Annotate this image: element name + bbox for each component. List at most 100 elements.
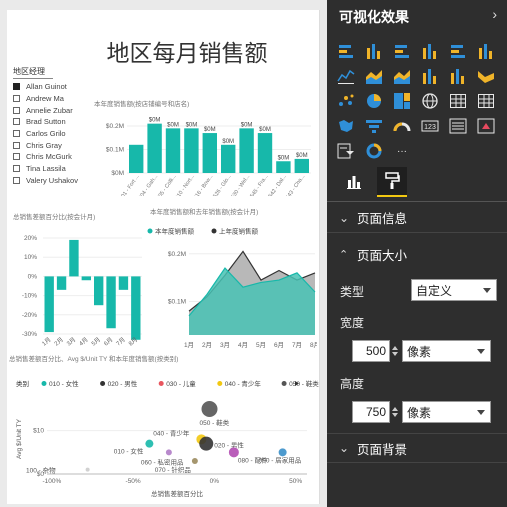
- collapse-pane-chevron-icon[interactable]: ›: [492, 6, 497, 22]
- legend-next-arrow-icon: [295, 381, 299, 386]
- bar: [202, 133, 217, 173]
- legend-marker: [158, 381, 164, 386]
- treemap-icon[interactable]: [391, 90, 413, 112]
- map-icon[interactable]: [419, 90, 441, 112]
- x-tick-label: 510 - Nort...: [174, 173, 196, 196]
- report-page[interactable]: 地区每月销售额 地区经理 Allan Guinot Andrew Ma Anneli…: [7, 10, 320, 504]
- pie-chart-icon[interactable]: [363, 90, 385, 112]
- width-spinner[interactable]: [390, 340, 400, 362]
- page-size-section[interactable]: ⌃ 页面大小: [327, 239, 507, 269]
- data-label: $0M: [296, 153, 308, 159]
- slicer-item[interactable]: Andrew Ma: [13, 93, 93, 105]
- scatter-point: [85, 467, 90, 472]
- clustered-bar-icon[interactable]: [391, 40, 413, 62]
- multirow-card-icon[interactable]: [447, 115, 469, 137]
- area-chart-icon[interactable]: [363, 65, 385, 87]
- stacked-area-icon[interactable]: [391, 65, 413, 87]
- table-icon[interactable]: [447, 90, 469, 112]
- format-paintroller-tab-icon[interactable]: [377, 167, 407, 197]
- chart4-title: 总销售差额百分比、Avg $/Unit TY 和本年度销售额(按类别): [9, 356, 179, 363]
- card-icon[interactable]: 123: [419, 115, 441, 137]
- page-info-label: 页面信息: [357, 212, 408, 226]
- slicer-item[interactable]: Allan Guinot: [13, 81, 93, 93]
- stacked-column-icon[interactable]: [363, 40, 385, 62]
- slicer-item-label: Carlos Grilo: [26, 129, 66, 139]
- type-label: 类型: [340, 285, 365, 299]
- chevron-down-icon: ⌄: [339, 210, 350, 225]
- slicer-item[interactable]: Carlos Grilo: [13, 128, 93, 140]
- stacked-bar-icon[interactable]: [335, 40, 357, 62]
- x-tick-label: 4月: [78, 336, 90, 347]
- clustered-column-icon[interactable]: [419, 40, 441, 62]
- width-input[interactable]: 500: [352, 340, 390, 362]
- x-tick-label: 530 - Wel...: [230, 173, 251, 196]
- checkbox-icon[interactable]: [13, 153, 20, 161]
- x-tick-label: 50%: [289, 478, 302, 485]
- dropdown-caret-icon: [483, 288, 491, 293]
- variance-bar-chart[interactable]: 20% 10% 0% -10% -20% -30% 1月 2月 3月 4月 5月 6月 7月 8月: [7, 220, 147, 355]
- width-unit-value: 像素: [407, 344, 432, 359]
- slicer-item[interactable]: Tina Lassila: [13, 163, 93, 175]
- width-label: 宽度: [340, 316, 365, 330]
- data-label: $0M: [167, 122, 179, 128]
- bar: [165, 128, 181, 173]
- line-column-icon[interactable]: [419, 65, 441, 87]
- data-label: $0M: [204, 127, 216, 133]
- x-tick-label: 8月: [127, 336, 139, 347]
- height-label: 高度: [340, 377, 365, 391]
- filled-map-icon[interactable]: [335, 115, 357, 137]
- slicer-item[interactable]: Brad Sutton: [13, 116, 93, 128]
- slicer-item[interactable]: Valery Ushakov: [13, 175, 93, 187]
- x-tick-label: 7月: [292, 341, 302, 349]
- height-unit-dropdown[interactable]: 像素: [402, 401, 491, 423]
- region-manager-slicer[interactable]: 地区经理 Allan Guinot Andrew Ma Annelie Zubar B…: [13, 66, 93, 186]
- height-spinner[interactable]: [390, 401, 400, 423]
- checkbox-icon[interactable]: [13, 141, 20, 149]
- page-info-section[interactable]: ⌄ 页面信息: [327, 203, 507, 233]
- checkbox-icon[interactable]: [13, 118, 20, 126]
- legend-label: 上年度销售额: [219, 227, 259, 236]
- slicer-item[interactable]: Annelie Zubar: [13, 104, 93, 116]
- checkbox-icon[interactable]: [13, 165, 20, 173]
- x-axis-label: 总销售差额百分比: [151, 489, 204, 498]
- slicer-icon[interactable]: [335, 140, 357, 162]
- dropdown-caret-icon: [477, 349, 485, 354]
- y-tick-label: $0: [37, 471, 45, 478]
- 100pct-bar-icon[interactable]: [447, 40, 469, 62]
- slicer-item[interactable]: Chris Gray: [13, 139, 93, 151]
- dropdown-caret-icon: [477, 410, 485, 415]
- gauge-icon[interactable]: [391, 115, 413, 137]
- checkbox-icon[interactable]: [13, 130, 20, 138]
- ribbon-chart-icon[interactable]: [475, 65, 497, 87]
- checkbox-icon[interactable]: [13, 176, 20, 184]
- legend-marker: [147, 228, 153, 234]
- slicer-item[interactable]: Chris McGurk: [13, 151, 93, 163]
- matrix-icon[interactable]: [475, 90, 497, 112]
- checkbox-icon[interactable]: [13, 95, 20, 103]
- line-clustered-column-icon[interactable]: [447, 65, 469, 87]
- checkbox-checked-icon[interactable]: [13, 83, 20, 91]
- x-tick-label: 4月: [238, 341, 248, 349]
- fields-tab-icon[interactable]: [339, 167, 369, 197]
- bar: [131, 276, 141, 340]
- bar: [294, 158, 309, 173]
- line-chart-icon[interactable]: [335, 65, 357, 87]
- height-input[interactable]: 750: [352, 401, 390, 423]
- more-icon[interactable]: ···: [391, 140, 413, 162]
- page-type-dropdown[interactable]: 自定义: [411, 279, 497, 301]
- page-background-section[interactable]: ⌄ 页面背景: [327, 433, 507, 463]
- scatter-chart-icon[interactable]: [335, 90, 357, 112]
- report-canvas: 地区每月销售额 地区经理 Allan Guinot Andrew Ma Anneli…: [7, 10, 320, 504]
- width-unit-dropdown[interactable]: 像素: [402, 340, 491, 362]
- 100pct-column-icon[interactable]: [475, 40, 497, 62]
- data-label: $0M: [186, 122, 198, 128]
- funnel-icon[interactable]: [363, 115, 385, 137]
- scatter-point: [199, 436, 214, 451]
- category-scatter-chart[interactable]: 类别 010 - 女性 020 - 男性 030 - 儿童 040 - 青少年 050 -…: [7, 362, 319, 502]
- kpi-icon[interactable]: [475, 115, 497, 137]
- checkbox-icon[interactable]: [13, 106, 20, 114]
- data-label: $0M: [241, 122, 253, 128]
- donut-chart-icon[interactable]: [363, 140, 385, 162]
- sales-area-chart[interactable]: 本年度销售额 上年度销售额 $0.2M $0.1M 1月 2月 3月 4月 5月 6月 7月 8月: [145, 215, 317, 355]
